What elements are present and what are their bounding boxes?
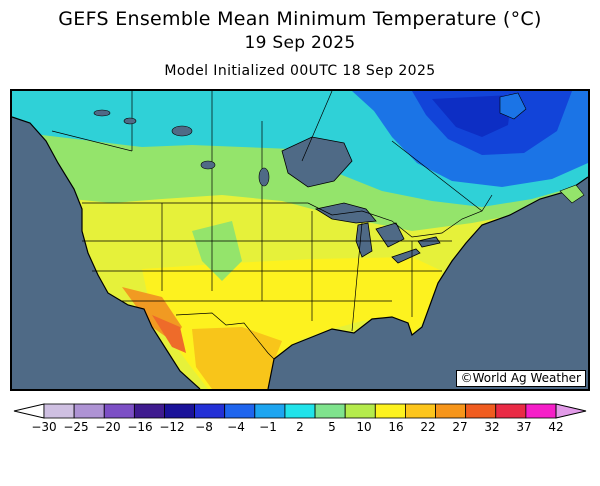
- colorbar-under-arrow: [13, 403, 45, 419]
- colorbar-tick-label: −30: [31, 420, 57, 434]
- credit-label: ©World Ag Weather: [455, 370, 586, 387]
- colorbar-tick-label: −25: [63, 420, 89, 434]
- colorbar-over-arrow: [555, 403, 587, 419]
- lake-erie: [391, 248, 421, 264]
- colorbar-swatch: [405, 403, 436, 419]
- valid-date: 19 Sep 2025: [244, 33, 356, 53]
- colorbar-swatch: [465, 403, 497, 419]
- colorbar-swatch: [374, 403, 406, 419]
- colorbar-swatch: [164, 403, 195, 419]
- model-init-line: Model Initialized 00UTC 18 Sep 2025: [164, 63, 436, 79]
- canada-lakes: [93, 109, 270, 187]
- colorbar-swatch: [284, 403, 316, 419]
- colorbar-tick-label: −8: [195, 420, 213, 434]
- temperature-map: ©World Ag Weather: [10, 89, 590, 391]
- borders: [51, 91, 493, 360]
- map-canvas: [12, 91, 588, 389]
- hot-zone: [152, 315, 186, 353]
- colorbar-tick-label: 10: [356, 420, 372, 434]
- hudson-bay: [281, 136, 353, 188]
- newfoundland: [559, 184, 585, 204]
- colorbar-swatch: [224, 403, 256, 419]
- colorbar-swatch: [435, 403, 467, 419]
- colorbar-tick-label: 37: [516, 420, 532, 434]
- colorbar-tick-label: 5: [328, 420, 336, 434]
- colorbar-tick-label: 22: [420, 420, 436, 434]
- colorbar-tick-label: 27: [452, 420, 468, 434]
- rockies-zone: [192, 221, 242, 281]
- coastline: [12, 116, 588, 389]
- lake-ontario: [417, 236, 441, 248]
- colorbar-tick-label: −1: [259, 420, 277, 434]
- colorbar-swatch: [43, 403, 75, 419]
- island-northeast: [499, 92, 527, 120]
- colorbar-swatch: [344, 403, 376, 419]
- colorbar-swatch: [314, 403, 346, 419]
- colorbar-swatch: [194, 403, 226, 419]
- colorbar-swatch: [73, 403, 105, 419]
- colorbar-tick-label: 32: [484, 420, 500, 434]
- colorbar-tick-label: −12: [159, 420, 185, 434]
- colorbar-tick-label: 42: [548, 420, 564, 434]
- colorbar-swatch: [525, 403, 557, 419]
- colorbar-tick-label: −4: [227, 420, 245, 434]
- colorbar-tick-label: −16: [127, 420, 153, 434]
- orange-zone: [192, 327, 282, 389]
- map-title: GEFS Ensemble Mean Minimum Temperature (…: [58, 8, 542, 30]
- colorbar-tick-label: 16: [388, 420, 404, 434]
- darkest-blue-zone: [432, 95, 512, 137]
- colorbar-swatch: [133, 403, 165, 419]
- colorbar-swatch: [254, 403, 286, 419]
- color-bar: [13, 403, 587, 419]
- colorbar-tick-label: 2: [296, 420, 304, 434]
- colorbar-tick-label: −20: [95, 420, 121, 434]
- colorbar-swatch: [103, 403, 135, 419]
- colorbar-swatch: [495, 403, 527, 419]
- lake-michigan: [355, 222, 373, 258]
- colorbar-swatches: [43, 403, 557, 419]
